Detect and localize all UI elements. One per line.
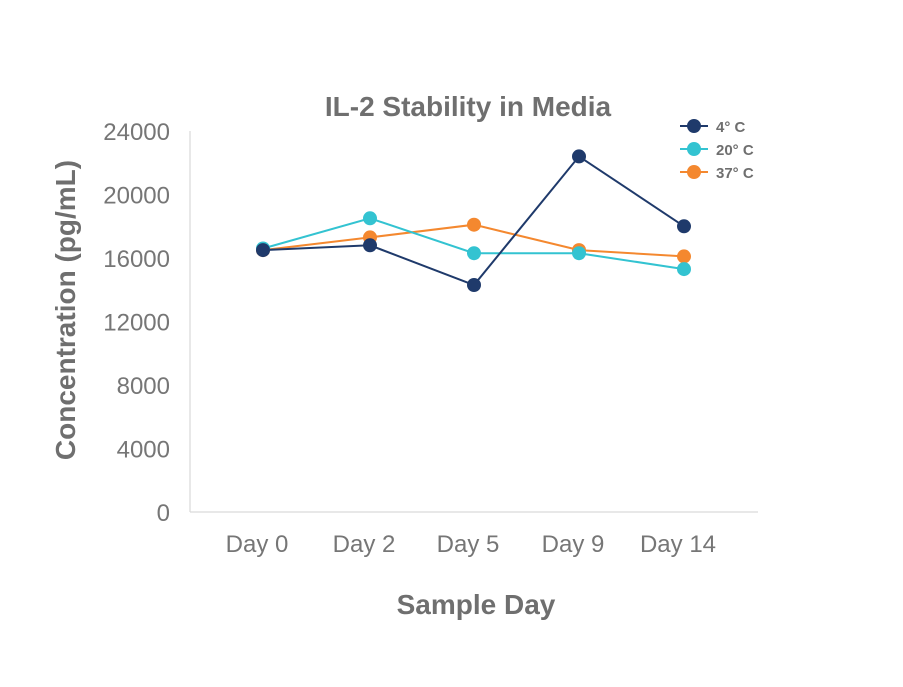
data-point xyxy=(677,219,691,234)
data-point xyxy=(677,262,691,277)
legend-swatch-marker xyxy=(687,119,701,133)
x-tick-labels: Day 0 Day 2 Day 5 Day 9 Day 14 xyxy=(226,531,716,558)
x-tick-label: Day 9 xyxy=(542,531,605,558)
y-tick-label: 12000 xyxy=(103,310,170,337)
y-axis-title: Concentration (pg/mL) xyxy=(50,160,81,460)
legend-label: 37° C xyxy=(716,165,754,182)
legend-label: 4° C xyxy=(716,119,746,136)
legend-swatch-marker xyxy=(687,165,701,179)
data-point xyxy=(467,246,481,261)
data-point xyxy=(467,278,481,292)
data-point xyxy=(677,249,691,264)
y-tick-label: 16000 xyxy=(103,246,170,273)
x-tick-label: Day 14 xyxy=(640,531,716,558)
data-point xyxy=(572,149,586,164)
legend-swatch-marker xyxy=(687,142,701,156)
data-point xyxy=(256,243,270,258)
y-tick-label: 4000 xyxy=(117,437,170,464)
y-tick-label: 0 xyxy=(157,500,170,527)
x-tick-label: Day 0 xyxy=(226,531,289,558)
legend: 4° C 20° C 37° C xyxy=(680,119,754,182)
y-tick-label: 8000 xyxy=(117,373,170,400)
y-tick-label: 24000 xyxy=(103,119,170,146)
legend-label: 20° C xyxy=(716,142,754,159)
data-point xyxy=(363,238,377,253)
data-point xyxy=(572,246,586,261)
data-point xyxy=(363,211,377,226)
chart-title: IL-2 Stability in Media xyxy=(325,91,612,122)
x-tick-label: Day 5 xyxy=(437,531,500,558)
x-tick-label: Day 2 xyxy=(333,531,396,558)
y-tick-labels: 24000 20000 16000 12000 8000 4000 0 xyxy=(103,119,170,527)
data-point xyxy=(467,217,481,232)
y-tick-label: 20000 xyxy=(103,183,170,210)
x-axis-title: Sample Day xyxy=(397,589,556,620)
series-layer xyxy=(256,149,691,292)
